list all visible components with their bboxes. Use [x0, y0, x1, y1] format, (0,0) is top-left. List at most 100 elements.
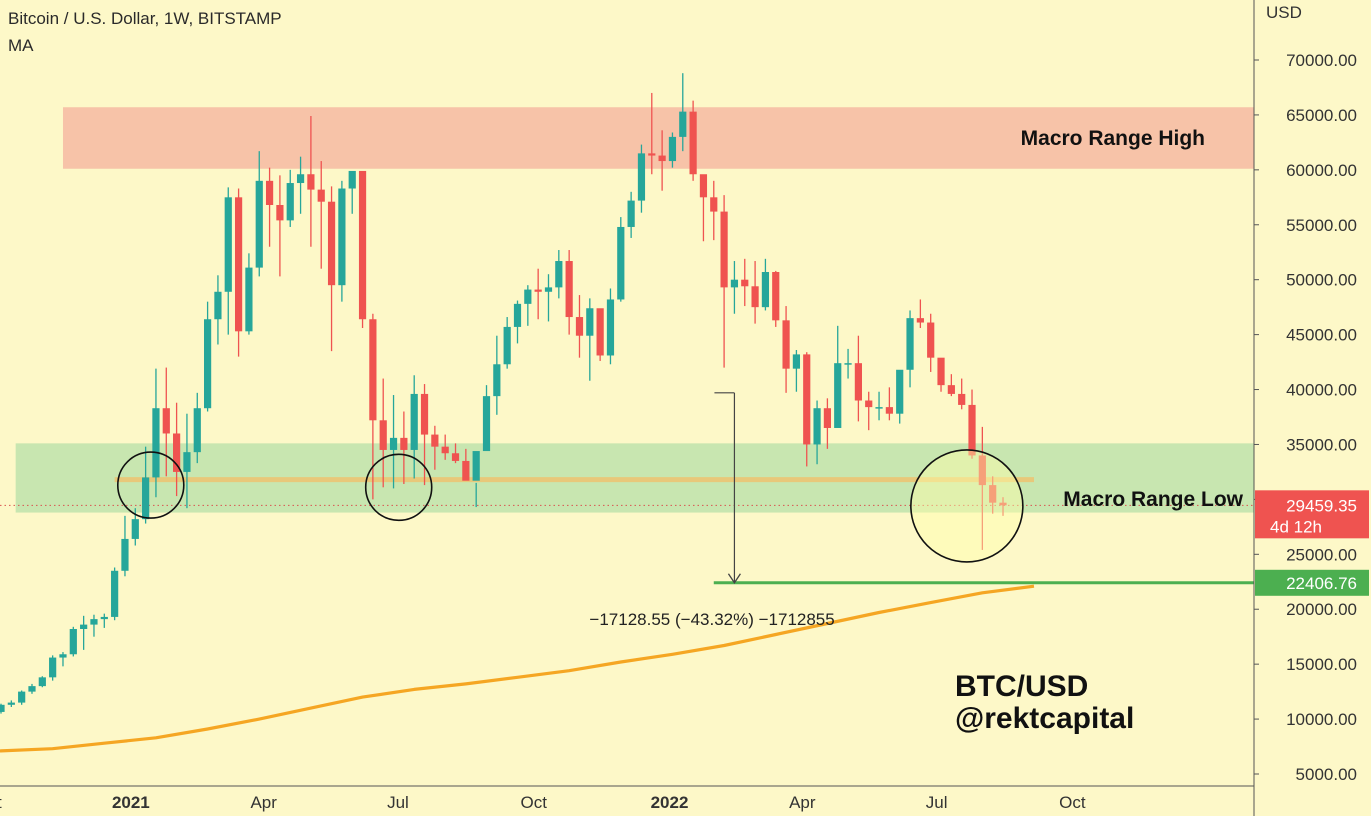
candle[interactable] [204, 301, 212, 412]
indicator-legend-ma[interactable]: MA [8, 36, 34, 55]
candle[interactable] [503, 317, 511, 369]
candle[interactable] [451, 443, 460, 464]
candle[interactable] [431, 425, 439, 470]
candle[interactable] [224, 187, 232, 335]
candle[interactable] [276, 175, 284, 277]
candle[interactable] [152, 368, 160, 498]
candle[interactable] [400, 411, 408, 485]
candle[interactable] [100, 613, 108, 628]
candle[interactable] [906, 310, 914, 388]
candle[interactable] [369, 313, 377, 500]
candle[interactable] [761, 258, 770, 311]
candle[interactable] [327, 186, 336, 352]
candle[interactable] [720, 195, 728, 368]
candle[interactable] [679, 73, 687, 152]
candle[interactable] [834, 325, 842, 428]
candle[interactable] [668, 132, 677, 168]
candle[interactable] [730, 261, 739, 314]
candle[interactable] [586, 298, 594, 381]
candle[interactable] [751, 261, 759, 324]
candle[interactable] [379, 378, 387, 488]
candle[interactable] [658, 130, 666, 191]
candle[interactable] [844, 348, 852, 379]
candle[interactable] [296, 156, 305, 214]
candle[interactable] [699, 174, 708, 242]
candle[interactable] [978, 426, 986, 550]
candle[interactable] [575, 295, 584, 358]
candle[interactable] [0, 703, 5, 714]
candle[interactable] [307, 116, 315, 247]
candle[interactable] [286, 169, 294, 227]
candle[interactable] [441, 434, 449, 460]
candle[interactable] [193, 392, 201, 464]
candle[interactable] [162, 367, 170, 477]
candle[interactable] [513, 300, 522, 344]
candle[interactable] [90, 614, 98, 637]
candle[interactable] [710, 180, 718, 241]
candle[interactable] [565, 250, 573, 335]
candle[interactable] [968, 389, 976, 459]
candle[interactable] [534, 268, 542, 320]
candle[interactable] [875, 391, 883, 421]
candle[interactable] [648, 92, 656, 175]
candle[interactable] [69, 626, 77, 657]
candle[interactable] [80, 615, 88, 650]
candle[interactable] [937, 357, 945, 392]
candle[interactable] [462, 448, 470, 481]
candle[interactable] [265, 167, 274, 247]
candle[interactable] [389, 395, 398, 489]
candle[interactable] [989, 476, 997, 514]
candle[interactable] [524, 285, 532, 326]
candle[interactable] [121, 515, 129, 577]
candle[interactable] [142, 446, 150, 524]
candle[interactable] [555, 250, 563, 299]
candle[interactable] [606, 288, 615, 365]
candle[interactable] [617, 217, 625, 302]
candle[interactable] [317, 161, 325, 269]
candle[interactable] [482, 385, 491, 452]
candle[interactable] [358, 170, 367, 329]
candle[interactable] [885, 387, 893, 421]
candle[interactable] [338, 180, 346, 302]
candle[interactable] [245, 253, 253, 335]
candle[interactable] [627, 191, 635, 238]
candle[interactable] [28, 683, 36, 694]
candle[interactable] [214, 275, 222, 345]
candle[interactable] [420, 384, 429, 486]
candle[interactable] [111, 567, 119, 621]
candle[interactable] [255, 151, 263, 277]
candle[interactable] [999, 497, 1007, 516]
candle[interactable] [59, 652, 67, 667]
candle[interactable] [38, 676, 46, 688]
candle[interactable] [854, 335, 862, 422]
candle[interactable] [865, 391, 873, 431]
candle[interactable] [348, 170, 356, 214]
candle[interactable] [173, 402, 181, 497]
candle[interactable] [823, 398, 831, 449]
candle[interactable] [234, 188, 243, 357]
candle[interactable] [18, 690, 26, 705]
candle[interactable] [493, 335, 501, 415]
candle[interactable] [803, 352, 811, 467]
candle[interactable] [637, 144, 646, 213]
candle[interactable] [49, 655, 57, 681]
candle[interactable] [7, 700, 15, 707]
candle[interactable] [544, 274, 553, 322]
candle[interactable] [896, 369, 904, 424]
candle[interactable] [472, 451, 480, 508]
candle-body [142, 477, 150, 520]
candle[interactable] [927, 313, 935, 372]
candle[interactable] [782, 306, 790, 393]
candle[interactable] [596, 308, 604, 361]
candle[interactable] [741, 258, 749, 307]
candle[interactable] [689, 100, 697, 181]
candle[interactable] [916, 299, 924, 329]
candle[interactable] [410, 375, 418, 479]
candle[interactable] [947, 374, 955, 397]
candle[interactable] [772, 270, 780, 327]
candle[interactable] [813, 400, 821, 465]
candle[interactable] [792, 349, 801, 392]
candle[interactable] [958, 378, 966, 410]
candle[interactable] [183, 413, 191, 509]
